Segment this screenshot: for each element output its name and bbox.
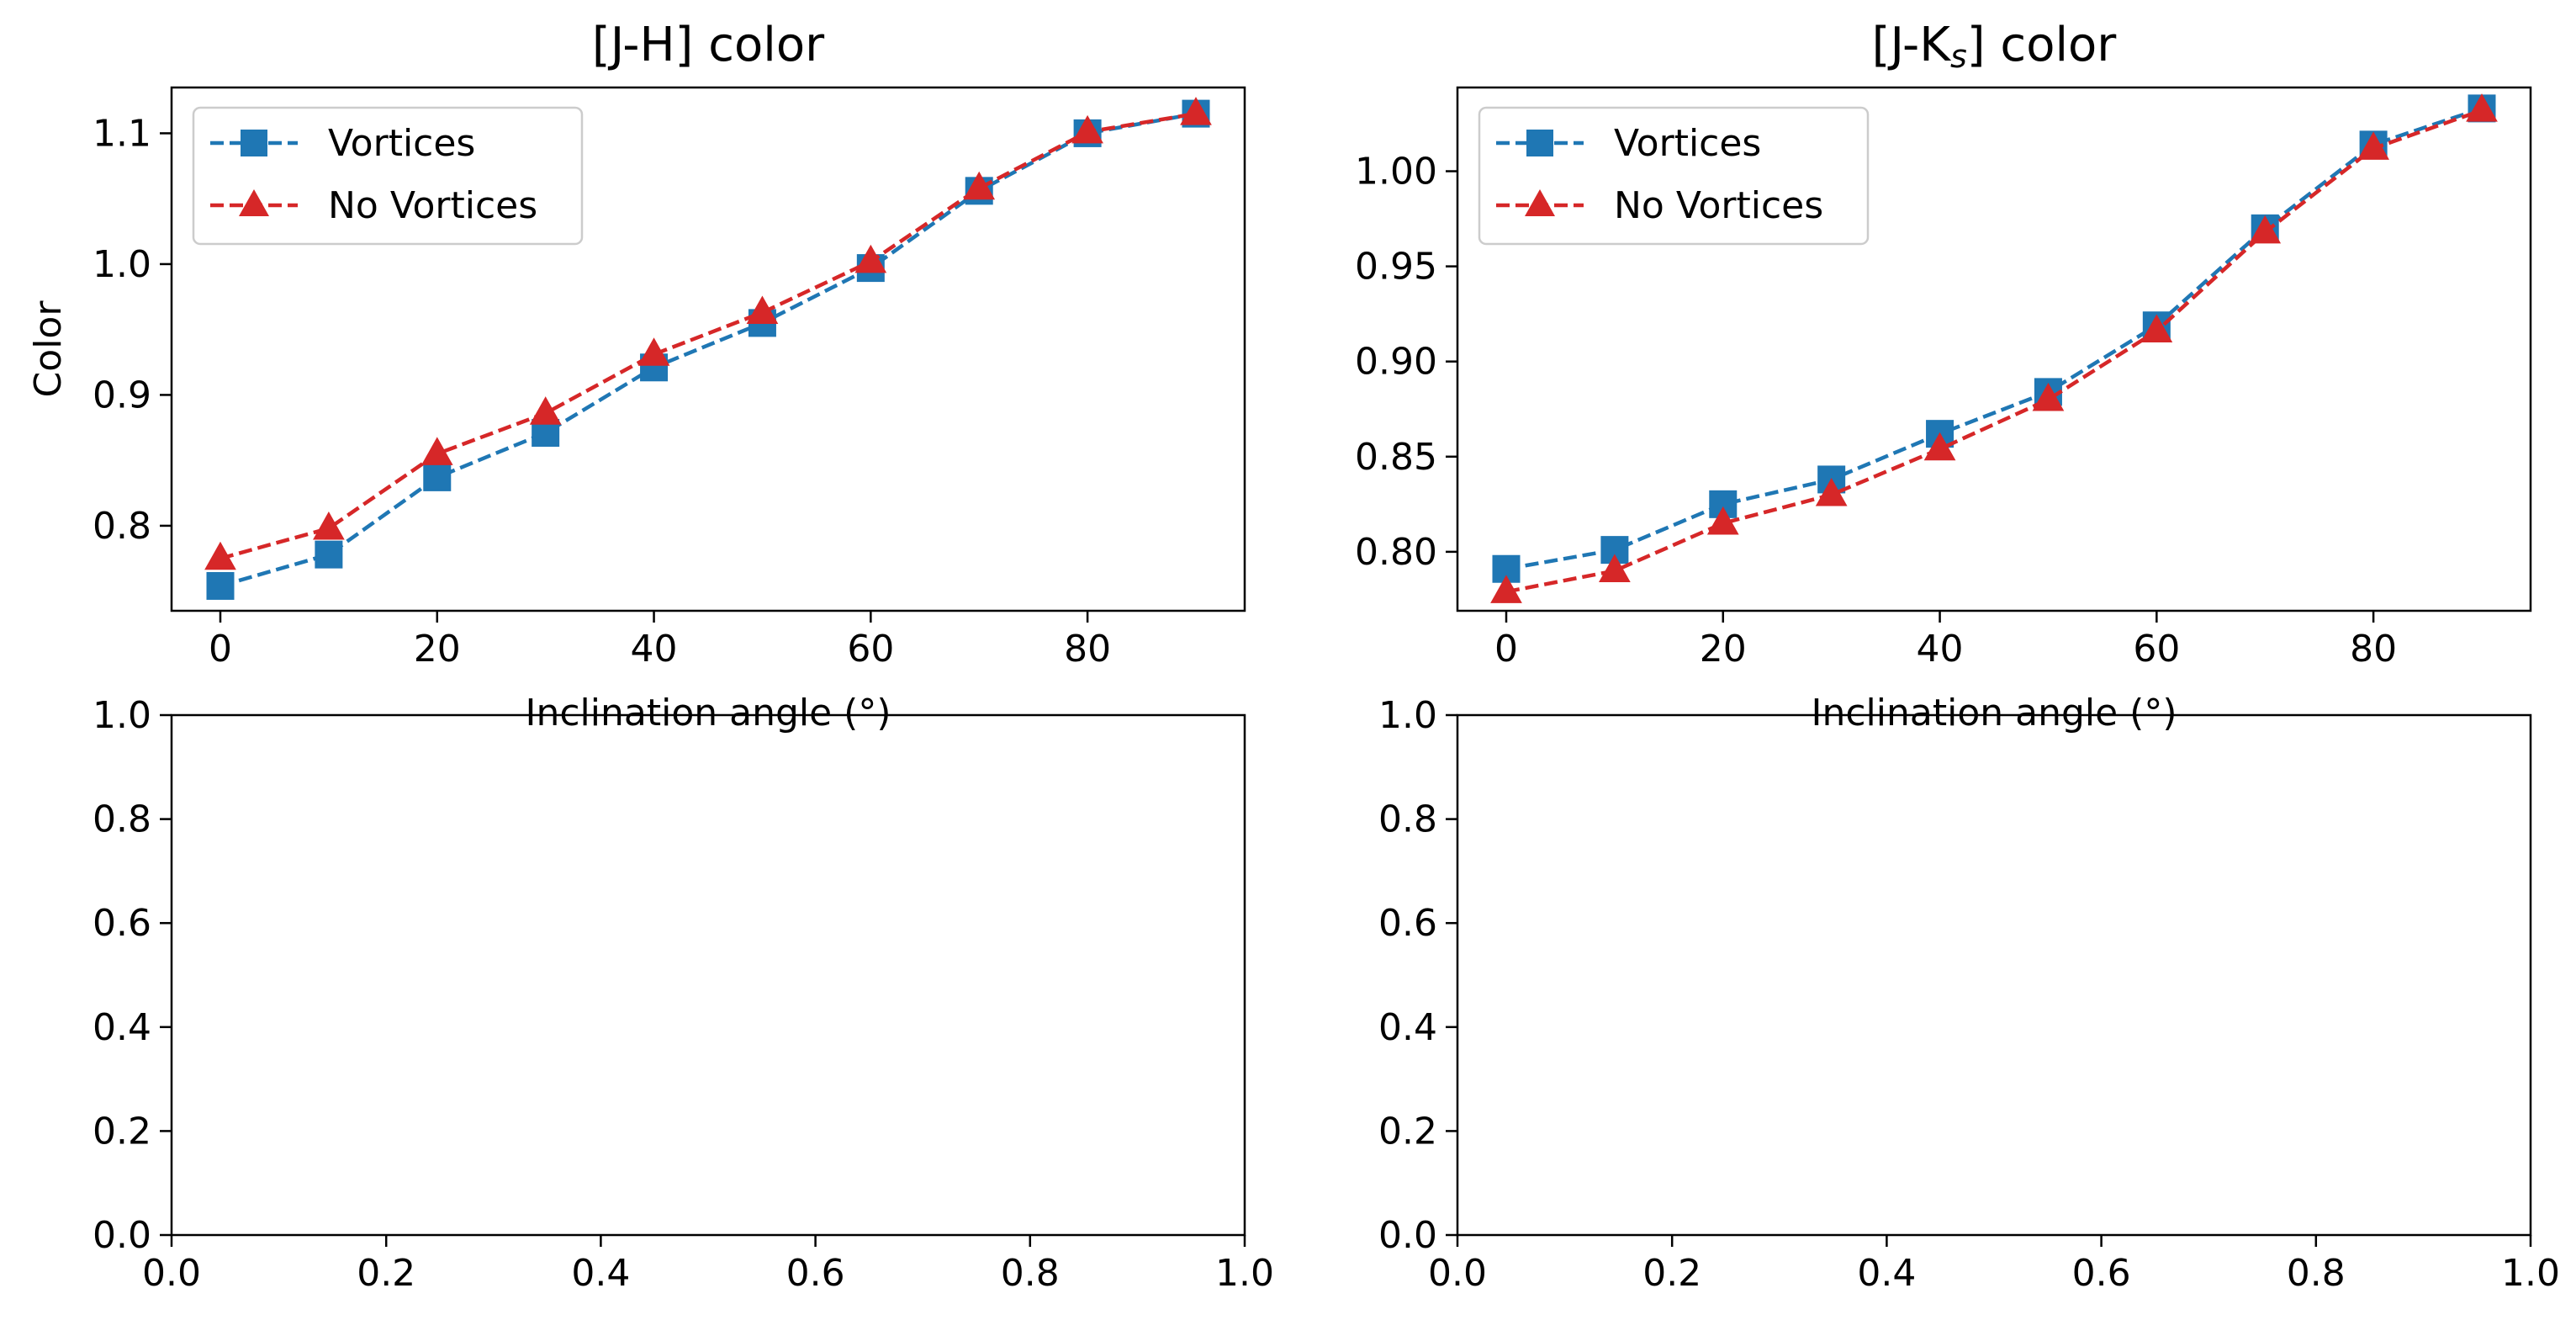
y-tick-label: 0.2 (1378, 1110, 1437, 1153)
x-tick-label: 20 (1700, 628, 1747, 671)
y-tick-label: 0.8 (93, 798, 151, 841)
y-tick-label: 0.4 (93, 1006, 151, 1049)
legend-label: Vortices (1614, 122, 1761, 165)
y-tick-label: 0.80 (1355, 531, 1437, 574)
x-tick-label: 0.6 (786, 1252, 845, 1295)
x-tick-label: 1.0 (1215, 1252, 1274, 1295)
data-point-no-vortices (637, 337, 670, 366)
y-tick-label: 0.85 (1355, 436, 1437, 479)
y-tick-label: 1.0 (93, 243, 151, 286)
x-tick-label: 0.8 (2287, 1252, 2346, 1295)
data-point-no-vortices (2249, 215, 2282, 244)
series-line-vortices (220, 111, 1197, 588)
data-point-no-vortices (2032, 382, 2065, 411)
x-tick-label: 0.8 (1001, 1252, 1060, 1295)
y-tick-label: 0.6 (93, 902, 151, 945)
x-tick-label: 0.4 (571, 1252, 630, 1295)
data-point-no-vortices (2140, 314, 2173, 343)
y-tick-label: 0.0 (1378, 1214, 1437, 1257)
x-tick-label: 0.4 (1857, 1252, 1916, 1295)
data-point-no-vortices (204, 541, 236, 570)
y-tick-label: 1.0 (1378, 694, 1437, 737)
data-point-no-vortices (1071, 114, 1103, 144)
axes-frame (170, 86, 1246, 612)
legend-marker-square (1526, 130, 1553, 156)
data-point-no-vortices (1815, 478, 1848, 506)
panel-title: [J-Ks] color (1872, 18, 2118, 75)
x-tick-label: 60 (847, 628, 894, 671)
x-tick-label: 0 (1494, 628, 1518, 671)
panel-empty-right: 0.0 0.2 0.4 0.6 0.8 1.0 0.0 0.2 0.4 0.6 0.8 1.0 (1378, 694, 2560, 1295)
axes-frame (1456, 86, 2532, 612)
y-tick-label: 1.1 (93, 112, 151, 155)
data-point-vortices (423, 463, 452, 491)
x-tick-label: 40 (631, 628, 678, 671)
y-tick-label: 0.6 (1378, 902, 1437, 945)
legend-label: Vortices (328, 122, 475, 165)
x-tick-label: 40 (1917, 628, 1964, 671)
y-tick-label: 0.8 (1378, 798, 1437, 841)
x-tick-label: 0.0 (1428, 1252, 1487, 1295)
y-tick-label: 0.8 (93, 505, 151, 548)
data-point-no-vortices (746, 295, 779, 324)
data-point-no-vortices (421, 437, 453, 465)
data-point-no-vortices (2466, 93, 2498, 122)
legend-label: No Vortices (1614, 184, 1823, 227)
series-line-no-vortices (220, 111, 1197, 560)
x-tick-label: 0 (209, 628, 232, 671)
y-tick-label: 0.4 (1378, 1006, 1437, 1049)
x-tick-label: 0.0 (142, 1252, 201, 1295)
x-tick-label: 0.2 (357, 1252, 415, 1295)
y-axis-label: Color (27, 300, 70, 398)
y-tick-label: 1.0 (93, 694, 151, 737)
data-point-vortices (206, 571, 235, 600)
axes-frame (1456, 713, 2532, 1237)
data-point-no-vortices (1490, 575, 1522, 603)
data-point-no-vortices (313, 512, 345, 540)
series-line-no-vortices (1505, 109, 2483, 594)
x-tick-label: 0.6 (2072, 1252, 2131, 1295)
data-point-no-vortices (529, 396, 562, 425)
legend-label: No Vortices (328, 184, 537, 227)
x-axis-label: Inclination angle (°) (1811, 692, 2177, 734)
x-tick-label: 1.0 (2501, 1252, 2560, 1295)
x-tick-label: 80 (2350, 628, 2397, 671)
y-tick-label: 0.90 (1355, 341, 1437, 384)
panel-title: [J-H] color (592, 18, 825, 72)
panel-jks-color: [J-Ks] color Inclination angle (°) 0 20 40… (1355, 18, 2532, 734)
data-point-no-vortices (1599, 554, 1631, 583)
data-point-no-vortices (963, 171, 996, 200)
data-point-vortices (315, 540, 343, 569)
data-point-no-vortices (2357, 131, 2389, 160)
series-line-vortices (1505, 106, 2483, 571)
panel-empty-left: 0.0 0.2 0.4 0.6 0.8 1.0 0.0 0.2 0.4 0.6 0.8 1.0 (93, 694, 1274, 1295)
x-tick-label: 80 (1064, 628, 1111, 671)
x-tick-label: 0.2 (1642, 1252, 1701, 1295)
y-tick-label: 0.95 (1355, 246, 1437, 289)
y-tick-label: 0.9 (93, 374, 151, 416)
y-tick-label: 0.0 (93, 1214, 151, 1257)
axes-frame (170, 713, 1246, 1237)
data-point-no-vortices (1180, 97, 1212, 125)
x-tick-label: 20 (414, 628, 461, 671)
legend-marker-triangle (1525, 189, 1555, 216)
y-tick-label: 0.2 (93, 1110, 151, 1153)
data-point-no-vortices (1923, 432, 1956, 461)
legend-marker-triangle (239, 189, 269, 216)
data-point-no-vortices (1706, 506, 1739, 535)
data-point-no-vortices (854, 244, 887, 273)
panel-jh-color: [J-H] color Color Inclination angle (°) … (27, 18, 1246, 734)
legend-marker-square (241, 130, 267, 156)
x-axis-label: Inclination angle (°) (525, 692, 891, 734)
x-tick-label: 60 (2133, 628, 2180, 671)
y-tick-label: 1.00 (1355, 151, 1437, 193)
